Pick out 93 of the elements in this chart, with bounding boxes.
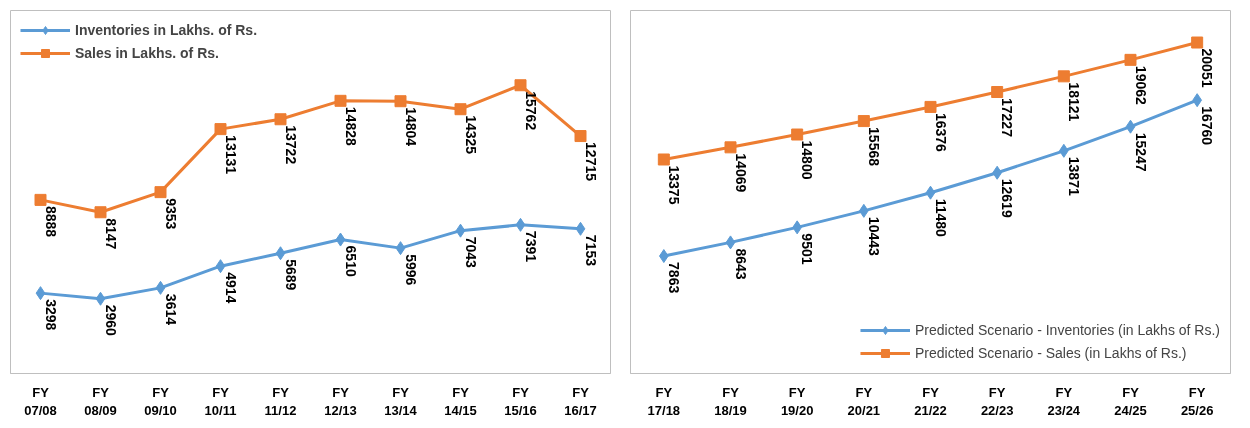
x-tick-label: FY 23/24	[1047, 384, 1081, 418]
x-tick-label: FY 22/23	[980, 384, 1014, 418]
data-label: 17227	[999, 98, 1016, 138]
data-label: 16760	[1199, 106, 1216, 146]
data-label: 2960	[102, 304, 119, 337]
data-label: 13871	[1065, 156, 1082, 196]
x-tick-label: FY 13/14	[384, 384, 418, 418]
x-tick-label: FY 11/12	[264, 384, 297, 418]
point	[34, 193, 47, 206]
data-label: 5996	[402, 254, 419, 286]
data-label: 13131	[222, 135, 239, 175]
data-label: 7153	[582, 234, 599, 267]
data-label: 14325	[462, 115, 479, 155]
point	[94, 206, 107, 219]
data-label: 7391	[522, 230, 539, 263]
point	[214, 123, 227, 136]
data-label: 12715	[582, 142, 599, 182]
x-tick-label: FY 12/13	[324, 384, 357, 418]
data-label: 15762	[522, 91, 539, 131]
data-label: 14828	[342, 106, 359, 146]
x-tick-label: FY 09/10	[144, 384, 177, 418]
x-tick-label: FY 18/19	[714, 384, 747, 418]
point	[575, 221, 586, 236]
data-label: 3614	[162, 293, 179, 326]
data-label: 8643	[732, 248, 749, 280]
data-label: 8888	[42, 205, 59, 238]
data-label: 14804	[402, 107, 419, 147]
point	[35, 286, 46, 301]
point	[574, 130, 587, 143]
x-tick-label: FY 19/20	[780, 384, 814, 418]
point	[274, 113, 287, 126]
x-tick-label: FY 07/08	[24, 384, 57, 418]
x-tick-label: FY 10/11	[204, 384, 237, 418]
data-label: 9353	[162, 198, 179, 230]
point	[275, 246, 286, 261]
point	[857, 115, 870, 128]
point	[454, 103, 467, 116]
point	[925, 185, 936, 200]
x-tick-label: FY 14/15	[444, 384, 477, 418]
point	[1057, 70, 1070, 83]
x-tick-label: FY 20/21	[847, 384, 881, 418]
point	[335, 232, 346, 247]
x-tick-label: FY 08/09	[84, 384, 117, 418]
data-label: 14800	[799, 140, 816, 180]
legend-label: Inventories in Lakhs. of Rs.	[75, 22, 258, 38]
point	[515, 217, 526, 232]
point	[394, 95, 407, 108]
data-label: 12619	[999, 178, 1016, 218]
data-label: 13375	[665, 165, 682, 205]
point	[924, 100, 937, 113]
point	[725, 235, 736, 250]
x-tick-label: FY 17/18	[647, 384, 681, 418]
data-label: 8147	[102, 218, 119, 250]
data-label: 15247	[1132, 132, 1149, 172]
data-label: 18121	[1065, 82, 1082, 122]
point	[1191, 36, 1204, 49]
point	[1125, 119, 1136, 134]
data-label: 6510	[342, 245, 359, 277]
data-label: 13722	[282, 125, 299, 165]
data-label: 16376	[932, 112, 949, 153]
legend-label: Predicted Scenario - Inventories (in Lakhs of Rs.)	[914, 322, 1220, 338]
point	[215, 259, 226, 274]
point	[155, 280, 166, 295]
legend-label: Sales in Lakhs. of Rs.	[75, 45, 219, 61]
point	[95, 291, 106, 306]
point	[514, 79, 527, 92]
x-tick-label: FY 16/17	[564, 384, 597, 418]
point	[1124, 53, 1137, 66]
x-tick-label: FY 25/26	[1180, 384, 1214, 418]
point	[657, 153, 670, 166]
data-label: 10443	[865, 216, 882, 256]
data-label: 14069	[732, 153, 749, 193]
point	[791, 128, 804, 141]
data-label: 5689	[282, 259, 299, 291]
x-tick-label: FY 15/16	[504, 384, 537, 418]
data-label: 9501	[799, 233, 816, 265]
data-label: 7863	[665, 262, 682, 294]
data-label: 3298	[42, 299, 59, 331]
data-label: 7043	[462, 236, 479, 269]
data-label: 11480	[932, 198, 949, 238]
point	[724, 141, 737, 154]
data-label: 20051	[1199, 48, 1216, 88]
data-label: 19062	[1132, 65, 1149, 105]
data-label: 15568	[865, 127, 882, 167]
data-label: 4914	[222, 272, 239, 304]
point	[154, 186, 167, 199]
point	[991, 86, 1004, 98]
point	[395, 241, 406, 256]
point	[455, 223, 466, 238]
x-tick-label: FY 21/22	[914, 384, 947, 418]
point	[334, 94, 347, 107]
legend-label: Predicted Scenario - Sales (in Lakhs of Rs.)	[914, 345, 1187, 361]
x-tick-label: FY 24/25	[1114, 384, 1147, 418]
